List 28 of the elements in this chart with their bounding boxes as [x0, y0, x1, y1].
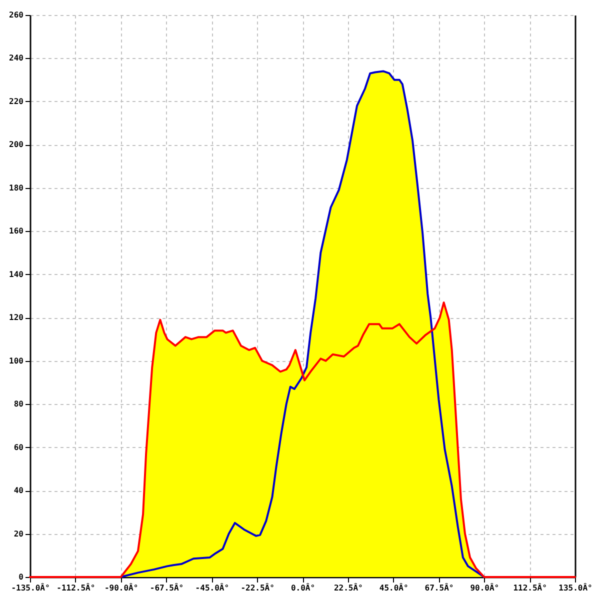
- x-tick-label: 90.0Â°: [470, 582, 500, 592]
- x-tick-label: 45.0Â°: [379, 582, 408, 592]
- y-tick-label: 120: [9, 313, 24, 322]
- x-tick-label: -135.0Â°: [11, 582, 50, 592]
- y-tick-label: 260: [9, 10, 24, 20]
- y-tick-label: 20: [14, 529, 24, 538]
- y-tick-label: 40: [14, 486, 24, 496]
- x-tick-label: 22.5Â°: [334, 582, 363, 592]
- y-tick-label: 220: [9, 96, 24, 106]
- y-tick-label: 140: [9, 270, 24, 279]
- x-tick-label: 0.0Â°: [290, 582, 316, 592]
- x-tick-label: -45.0Â°: [195, 582, 230, 592]
- line-series: [120, 70, 486, 578]
- x-tick-label: 67.5Â°: [424, 582, 454, 592]
- x-tick-label: -112.5Â°: [56, 582, 96, 592]
- y-tick-label: 0: [18, 572, 24, 582]
- x-tick-label: -67.5Â°: [150, 582, 184, 592]
- y-tick-label: 180: [9, 183, 24, 192]
- x-tick-label: -22.5Â°: [240, 582, 274, 592]
- x-tick-label: 112.5Â°: [513, 582, 547, 592]
- y-tick-label: 160: [9, 226, 24, 236]
- y-tick-label: 60: [14, 442, 24, 452]
- y-tick-label: 240: [9, 54, 24, 63]
- x-tick-label: 135.0Â°: [558, 582, 592, 592]
- y-tick-label: 200: [9, 140, 24, 150]
- y-tick-label: 80: [14, 400, 24, 409]
- x-tick-label: -90.0Â°: [104, 582, 138, 592]
- y-tick-label: 100: [9, 356, 24, 366]
